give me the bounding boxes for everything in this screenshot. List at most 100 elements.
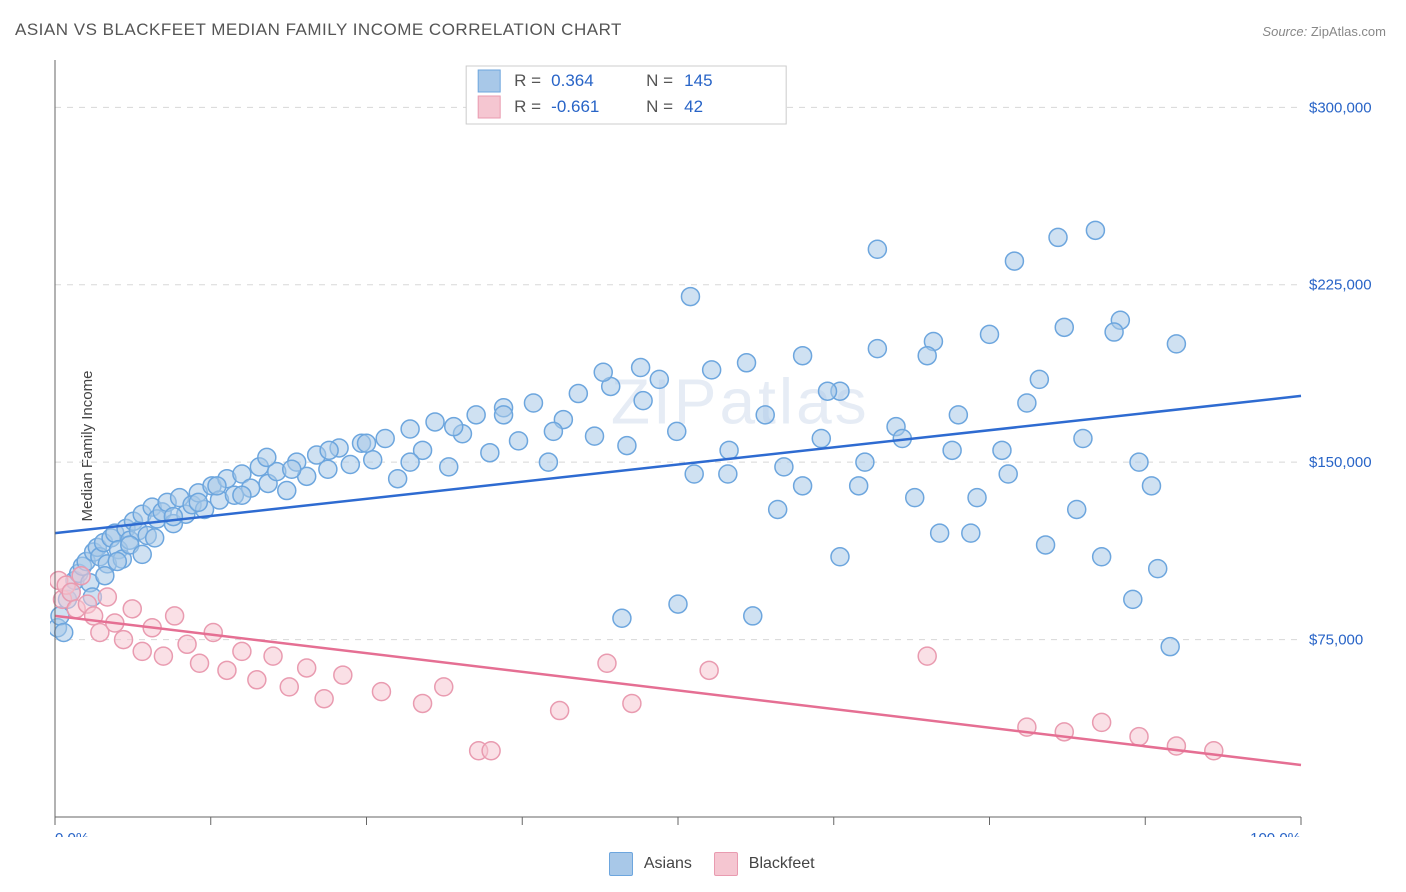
y-tick-label: $300,000 — [1309, 99, 1372, 116]
data-point-asians — [1124, 590, 1142, 608]
legend-label-blackfeet: Blackfeet — [749, 855, 815, 872]
data-point-asians — [164, 508, 182, 526]
data-point-asians — [769, 500, 787, 518]
data-point-asians — [738, 354, 756, 372]
data-point-asians — [685, 465, 703, 483]
data-point-asians — [426, 413, 444, 431]
data-point-asians — [918, 347, 936, 365]
data-point-blackfeet — [123, 600, 141, 618]
legend-swatch-asians — [609, 852, 633, 876]
data-point-asians — [189, 493, 207, 511]
data-point-asians — [524, 394, 542, 412]
data-point-asians — [1074, 430, 1092, 448]
data-point-blackfeet — [98, 588, 116, 606]
data-point-blackfeet — [166, 607, 184, 625]
data-point-asians — [1049, 228, 1067, 246]
data-point-asians — [669, 595, 687, 613]
data-point-blackfeet — [248, 671, 266, 689]
data-point-blackfeet — [264, 647, 282, 665]
data-point-asians — [993, 441, 1011, 459]
data-point-asians — [1167, 335, 1185, 353]
data-point-blackfeet — [298, 659, 316, 677]
bottom-legend: Asians Blackfeet — [0, 852, 1406, 876]
data-point-asians — [999, 465, 1017, 483]
data-point-asians — [794, 477, 812, 495]
data-point-blackfeet — [178, 635, 196, 653]
data-point-blackfeet — [1093, 713, 1111, 731]
data-point-blackfeet — [280, 678, 298, 696]
data-point-asians — [320, 441, 338, 459]
data-point-asians — [341, 456, 359, 474]
data-point-asians — [981, 325, 999, 343]
source-label: Source: — [1262, 24, 1307, 39]
data-point-asians — [594, 363, 612, 381]
data-point-blackfeet — [115, 631, 133, 649]
data-point-asians — [55, 623, 73, 641]
data-point-asians — [376, 430, 394, 448]
source-attribution: Source: ZipAtlas.com — [1262, 24, 1386, 39]
data-point-blackfeet — [154, 647, 172, 665]
data-point-asians — [868, 240, 886, 258]
data-point-asians — [467, 406, 485, 424]
data-point-asians — [812, 430, 830, 448]
data-point-asians — [618, 437, 636, 455]
data-point-asians — [1093, 548, 1111, 566]
data-point-asians — [613, 609, 631, 627]
data-point-asians — [1030, 370, 1048, 388]
data-point-asians — [650, 370, 668, 388]
trend-line-blackfeet — [55, 616, 1301, 765]
data-point-blackfeet — [334, 666, 352, 684]
data-point-asians — [208, 477, 226, 495]
data-point-asians — [634, 392, 652, 410]
stats-n-value: 42 — [684, 97, 703, 116]
data-point-asians — [632, 359, 650, 377]
data-point-asians — [233, 486, 251, 504]
data-point-asians — [744, 607, 762, 625]
data-point-asians — [258, 448, 276, 466]
data-point-asians — [968, 489, 986, 507]
data-point-blackfeet — [482, 742, 500, 760]
data-point-blackfeet — [204, 623, 222, 641]
data-point-asians — [943, 441, 961, 459]
data-point-asians — [1142, 477, 1160, 495]
data-point-asians — [794, 347, 812, 365]
chart-container: ASIAN VS BLACKFEET MEDIAN FAMILY INCOME … — [0, 0, 1406, 892]
data-point-asians — [681, 288, 699, 306]
data-point-blackfeet — [1130, 728, 1148, 746]
data-point-asians — [401, 420, 419, 438]
data-point-blackfeet — [315, 690, 333, 708]
data-point-asians — [108, 553, 126, 571]
data-point-asians — [539, 453, 557, 471]
plot-area: $75,000$150,000$225,000$300,000ZIPatlas0… — [50, 55, 1391, 837]
data-point-asians — [1068, 500, 1086, 518]
data-point-asians — [868, 340, 886, 358]
stats-n-value: 145 — [684, 71, 712, 90]
data-point-asians — [906, 489, 924, 507]
stats-r-value: -0.661 — [551, 97, 599, 116]
data-point-blackfeet — [218, 661, 236, 679]
data-point-asians — [445, 418, 463, 436]
data-point-blackfeet — [1205, 742, 1223, 760]
data-point-asians — [703, 361, 721, 379]
data-point-asians — [720, 441, 738, 459]
data-point-asians — [96, 567, 114, 585]
data-point-blackfeet — [72, 567, 90, 585]
data-point-asians — [569, 385, 587, 403]
stats-swatch-b — [478, 96, 500, 118]
stats-r-value: 0.364 — [551, 71, 594, 90]
data-point-asians — [495, 406, 513, 424]
data-point-asians — [819, 382, 837, 400]
data-point-blackfeet — [62, 583, 80, 601]
data-point-blackfeet — [1167, 737, 1185, 755]
data-point-blackfeet — [551, 702, 569, 720]
source-value: ZipAtlas.com — [1311, 24, 1386, 39]
stats-n-label: N = — [646, 97, 673, 116]
data-point-asians — [775, 458, 793, 476]
data-point-asians — [481, 444, 499, 462]
data-point-asians — [949, 406, 967, 424]
data-point-blackfeet — [623, 694, 641, 712]
y-tick-label: $75,000 — [1309, 632, 1363, 649]
y-tick-label: $150,000 — [1309, 454, 1372, 471]
data-point-asians — [1037, 536, 1055, 554]
data-point-blackfeet — [435, 678, 453, 696]
